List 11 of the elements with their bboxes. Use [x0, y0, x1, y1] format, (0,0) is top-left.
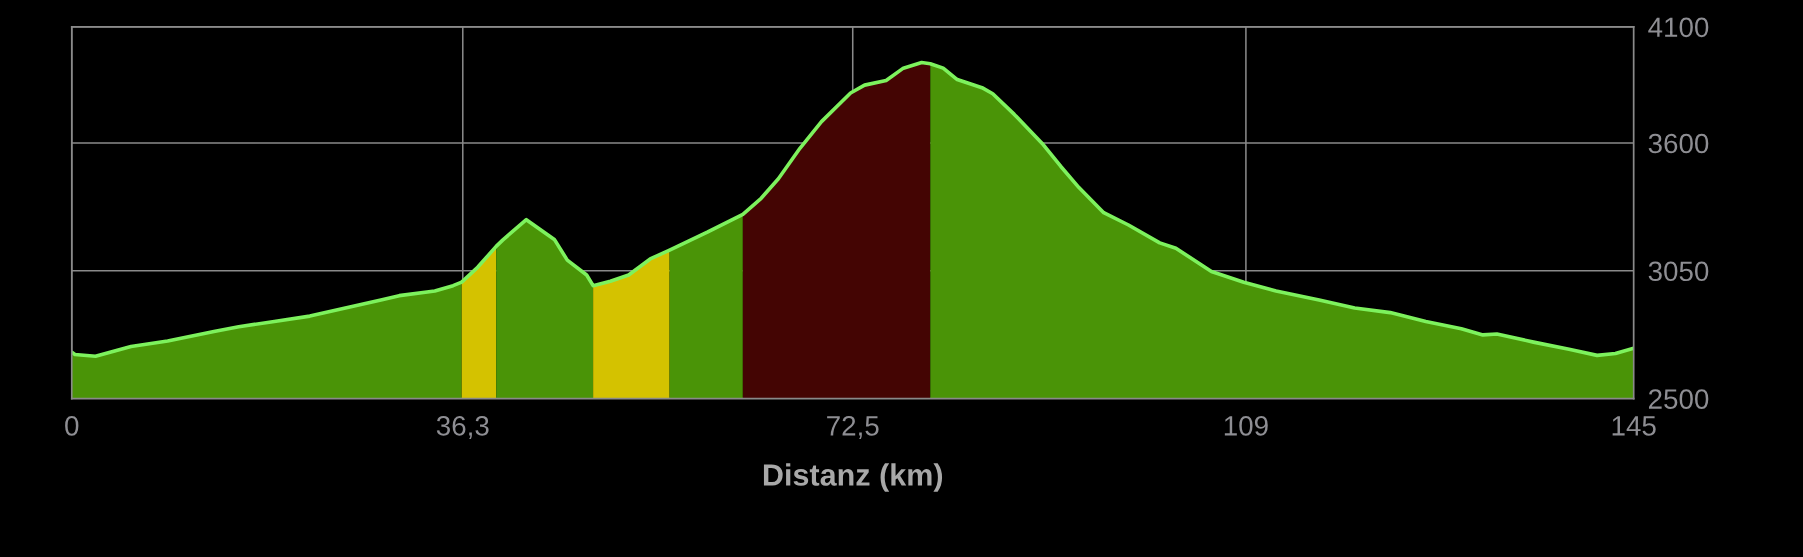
y-tick-label: 3050 — [1648, 261, 1709, 282]
line-series — [71, 60, 1634, 359]
x-tick-label: 109 — [1224, 415, 1268, 436]
y-tick-label: 4100 — [1648, 17, 1709, 38]
x-tick-label: 0 — [65, 415, 79, 436]
x-tick-label: 145 — [1612, 416, 1656, 436]
x-axis-title: Distanz (km) — [763, 463, 943, 492]
y-tick-label: 2500 — [1648, 389, 1709, 409]
x-tick-label: 72,5 — [827, 415, 879, 439]
y-tick-label: 3600 — [1648, 133, 1709, 154]
x-tick-label: 36,3 — [436, 415, 489, 439]
